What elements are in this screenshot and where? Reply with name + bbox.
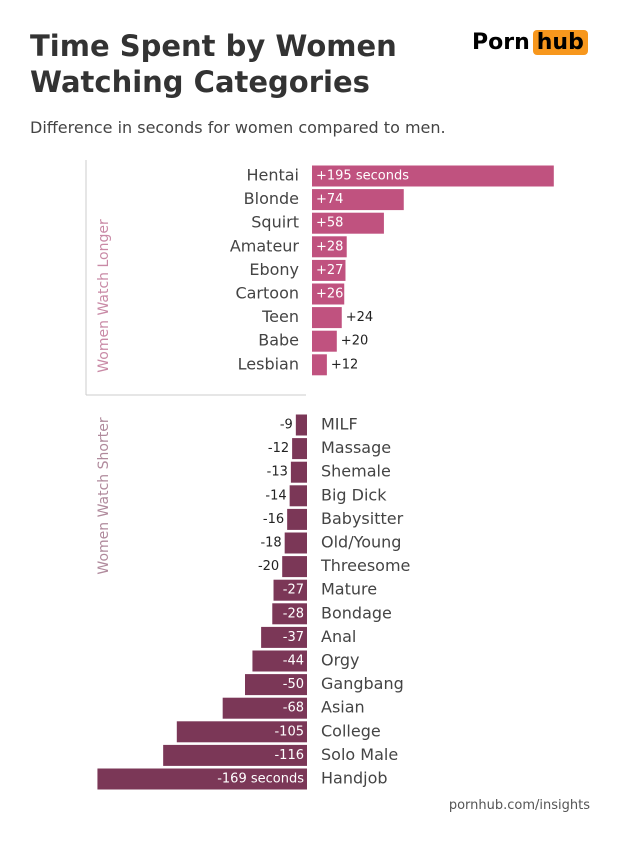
- bar: [312, 212, 384, 234]
- group-label: Women Watch Longer: [96, 219, 112, 373]
- bar: [312, 354, 327, 376]
- category-label: Massage: [321, 438, 391, 457]
- bar: [97, 768, 307, 790]
- category-label: Lesbian: [238, 354, 299, 373]
- bar: [272, 603, 307, 625]
- category-label: College: [321, 721, 381, 740]
- category-label: Handjob: [321, 769, 388, 788]
- value-label: +26: [316, 287, 343, 302]
- category-label: Hentai: [246, 166, 299, 185]
- chart-title: Time Spent by Women Watching Categories: [30, 29, 397, 99]
- category-label: Anal: [321, 627, 356, 646]
- value-label: -105: [274, 724, 304, 739]
- category-label: Amateur: [230, 236, 300, 255]
- bar: [312, 307, 342, 329]
- value-label: -18: [260, 536, 281, 551]
- bar: [312, 259, 346, 281]
- value-label: +27: [316, 263, 343, 278]
- category-label: Big Dick: [321, 485, 387, 504]
- bar: [176, 721, 307, 743]
- category-label: Ebony: [249, 260, 299, 279]
- bar: [312, 330, 337, 352]
- value-label: -37: [283, 630, 304, 645]
- category-label: Threesome: [320, 556, 410, 575]
- value-label: -9: [280, 418, 293, 433]
- logo: Porn hub: [472, 30, 588, 55]
- value-label: -169 seconds: [217, 772, 304, 787]
- bar: [287, 508, 307, 530]
- category-label: Cartoon: [235, 284, 299, 303]
- category-label: Squirt: [251, 213, 299, 232]
- value-label: +20: [341, 334, 368, 349]
- category-label: Babe: [258, 331, 299, 350]
- bar: [292, 438, 307, 460]
- value-label: +24: [346, 310, 373, 325]
- bar: [312, 283, 345, 305]
- category-label: MILF: [321, 415, 358, 434]
- category-label: Old/Young: [321, 533, 401, 552]
- source: pornhub.com/insights: [448, 798, 590, 813]
- bar: [312, 236, 347, 258]
- category-label: Blonde: [244, 189, 299, 208]
- bar: [295, 414, 307, 436]
- category-label: Shemale: [321, 462, 391, 481]
- value-label: -12: [268, 441, 289, 456]
- subtitle: Difference in seconds for women compared…: [30, 118, 446, 137]
- bar: [312, 165, 554, 187]
- value-label: -16: [263, 512, 284, 527]
- bar: [273, 579, 307, 601]
- category-label: Gangbang: [321, 674, 404, 693]
- value-label: -116: [274, 748, 304, 763]
- value-label: -27: [283, 583, 304, 598]
- value-label: -14: [265, 488, 286, 503]
- group-label: Women Watch Shorter: [96, 417, 112, 574]
- value-label: +12: [331, 357, 358, 372]
- value-label: +195 seconds: [316, 169, 409, 184]
- bar: [289, 485, 307, 507]
- category-label: Teen: [261, 307, 299, 326]
- category-label: Orgy: [321, 651, 360, 670]
- value-label: +28: [316, 239, 343, 254]
- bar: [282, 556, 307, 578]
- category-label: Babysitter: [321, 509, 404, 528]
- category-label: Asian: [321, 698, 365, 717]
- category-label: Bondage: [321, 603, 392, 622]
- category-label: Solo Male: [321, 745, 398, 764]
- value-label: -28: [283, 606, 304, 621]
- value-label: -20: [258, 559, 279, 574]
- value-label: -50: [283, 677, 304, 692]
- bar: [222, 697, 307, 719]
- bar: [245, 674, 307, 696]
- bar: [163, 744, 307, 766]
- logo-right: hub: [532, 30, 588, 55]
- bar: [290, 461, 307, 483]
- bar: [261, 626, 307, 648]
- category-label: Mature: [321, 580, 377, 599]
- logo-left: Porn: [472, 30, 530, 55]
- bar: [312, 189, 404, 211]
- value-label: +58: [316, 216, 343, 231]
- value-label: -68: [283, 701, 304, 716]
- value-label: -13: [267, 465, 288, 480]
- bar: [252, 650, 307, 672]
- value-label: +74: [316, 192, 343, 207]
- value-label: -44: [283, 654, 304, 669]
- bar: [284, 532, 307, 554]
